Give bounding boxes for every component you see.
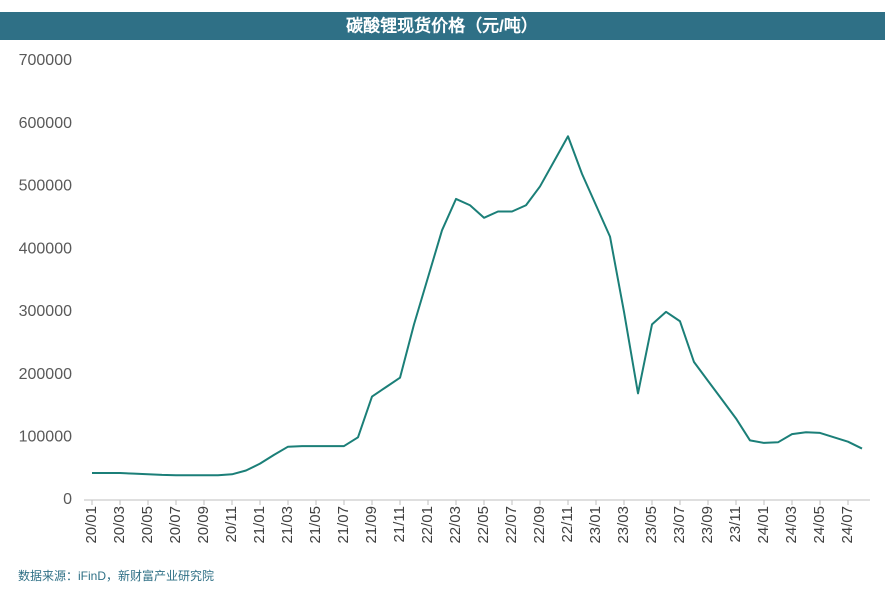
x-tick-label: 21/05 (307, 506, 324, 544)
x-tick-label: 21/11 (391, 506, 408, 542)
x-tick-label: 20/11 (223, 506, 240, 542)
x-tick-label: 22/03 (447, 506, 464, 544)
x-tick-label: 22/01 (419, 506, 436, 544)
x-tick-label: 23/09 (699, 506, 716, 544)
x-tick-label: 20/01 (83, 506, 100, 544)
y-tick-label: 200000 (19, 366, 72, 383)
x-tick-label: 24/03 (783, 506, 800, 544)
x-tick-label: 23/01 (587, 506, 604, 544)
x-tick-label: 20/03 (111, 506, 128, 544)
x-tick-label: 23/11 (727, 506, 744, 542)
x-tick-label: 20/07 (167, 506, 184, 544)
title-bar (0, 12, 885, 40)
price-line (92, 135, 863, 477)
source-note: 数据来源：iFinD，新财富产业研究院 (18, 568, 214, 583)
x-tick-label: 24/01 (755, 506, 772, 544)
x-tick-label: 21/03 (279, 506, 296, 544)
y-tick-label: 300000 (19, 303, 72, 320)
x-tick-label: 23/07 (671, 506, 688, 544)
y-tick-label: 600000 (19, 115, 72, 132)
x-tick-label: 22/09 (531, 506, 548, 544)
chart-title: 碳酸锂现货价格（元/吨） (346, 15, 538, 35)
x-tick-label: 23/03 (615, 506, 632, 544)
x-tick-label: 22/11 (559, 506, 576, 542)
x-tick-label: 24/05 (811, 506, 828, 544)
x-tick-label: 20/05 (139, 506, 156, 544)
x-tick-label: 24/07 (839, 506, 856, 544)
x-tick-label: 22/05 (475, 506, 492, 544)
y-tick-label: 400000 (19, 240, 72, 257)
y-tick-label: 700000 (19, 52, 72, 69)
x-tick-label: 21/01 (251, 506, 268, 544)
y-tick-label: 100000 (19, 429, 72, 446)
x-tick-label: 23/05 (643, 506, 660, 544)
y-tick-label: 0 (63, 491, 72, 508)
y-tick-label: 500000 (19, 178, 72, 195)
x-tick-label: 22/07 (503, 506, 520, 544)
x-tick-label: 21/09 (363, 506, 380, 544)
x-tick-label: 21/07 (335, 506, 352, 544)
x-tick-label: 20/09 (195, 506, 212, 544)
